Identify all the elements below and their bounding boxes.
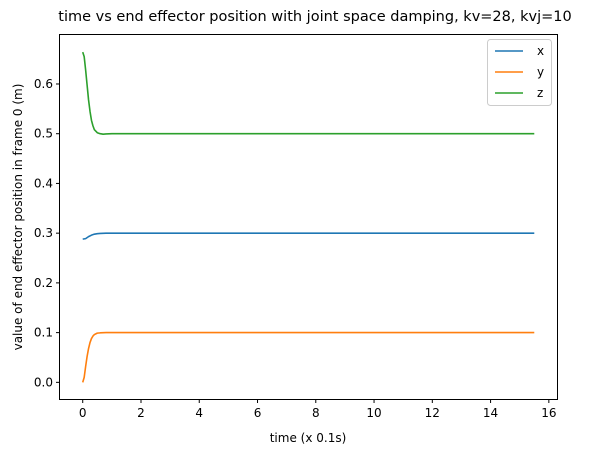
series-line-x [82, 232, 535, 240]
chart-title: time vs end effector position with joint… [58, 9, 571, 25]
y-tick-label: 0.3 [34, 226, 53, 240]
x-tick-label: 8 [312, 406, 320, 420]
x-tick-label: 0 [79, 406, 87, 420]
plot-frame [59, 34, 558, 400]
series-line-y [81, 331, 535, 383]
legend: xyz [487, 39, 552, 106]
y-axis-label: value of end effector position in frame … [11, 84, 25, 351]
y-tick-label: 0.5 [34, 127, 53, 141]
x-tick-label: 16 [541, 406, 556, 420]
legend-label-x: x [537, 44, 544, 58]
y-tick-label: 0.6 [34, 77, 53, 91]
plot-lines [81, 51, 535, 383]
x-tick-label: 12 [425, 406, 440, 420]
x-axis-label: time (x 0.1s) [270, 431, 347, 445]
x-tick-label: 10 [366, 406, 381, 420]
legend-label-y: y [537, 65, 544, 79]
y-tick-label: 0.2 [34, 276, 53, 290]
x-tick-label: 6 [254, 406, 262, 420]
y-tick-label: 0.0 [34, 375, 53, 389]
legend-label-z: z [537, 86, 543, 100]
y-tick-label: 0.4 [34, 176, 53, 190]
x-tick-label: 4 [195, 406, 203, 420]
x-axis: 0 2 4 6 8 10 12 14 16 [79, 399, 556, 420]
x-tick-label: 14 [483, 406, 498, 420]
y-axis: 0.0 0.1 0.2 0.3 0.4 0.5 0.6 [34, 77, 60, 389]
y-tick-label: 0.1 [34, 326, 53, 340]
series-line-z [81, 51, 535, 135]
x-tick-label: 2 [137, 406, 145, 420]
legend-items: xyz [495, 44, 544, 100]
